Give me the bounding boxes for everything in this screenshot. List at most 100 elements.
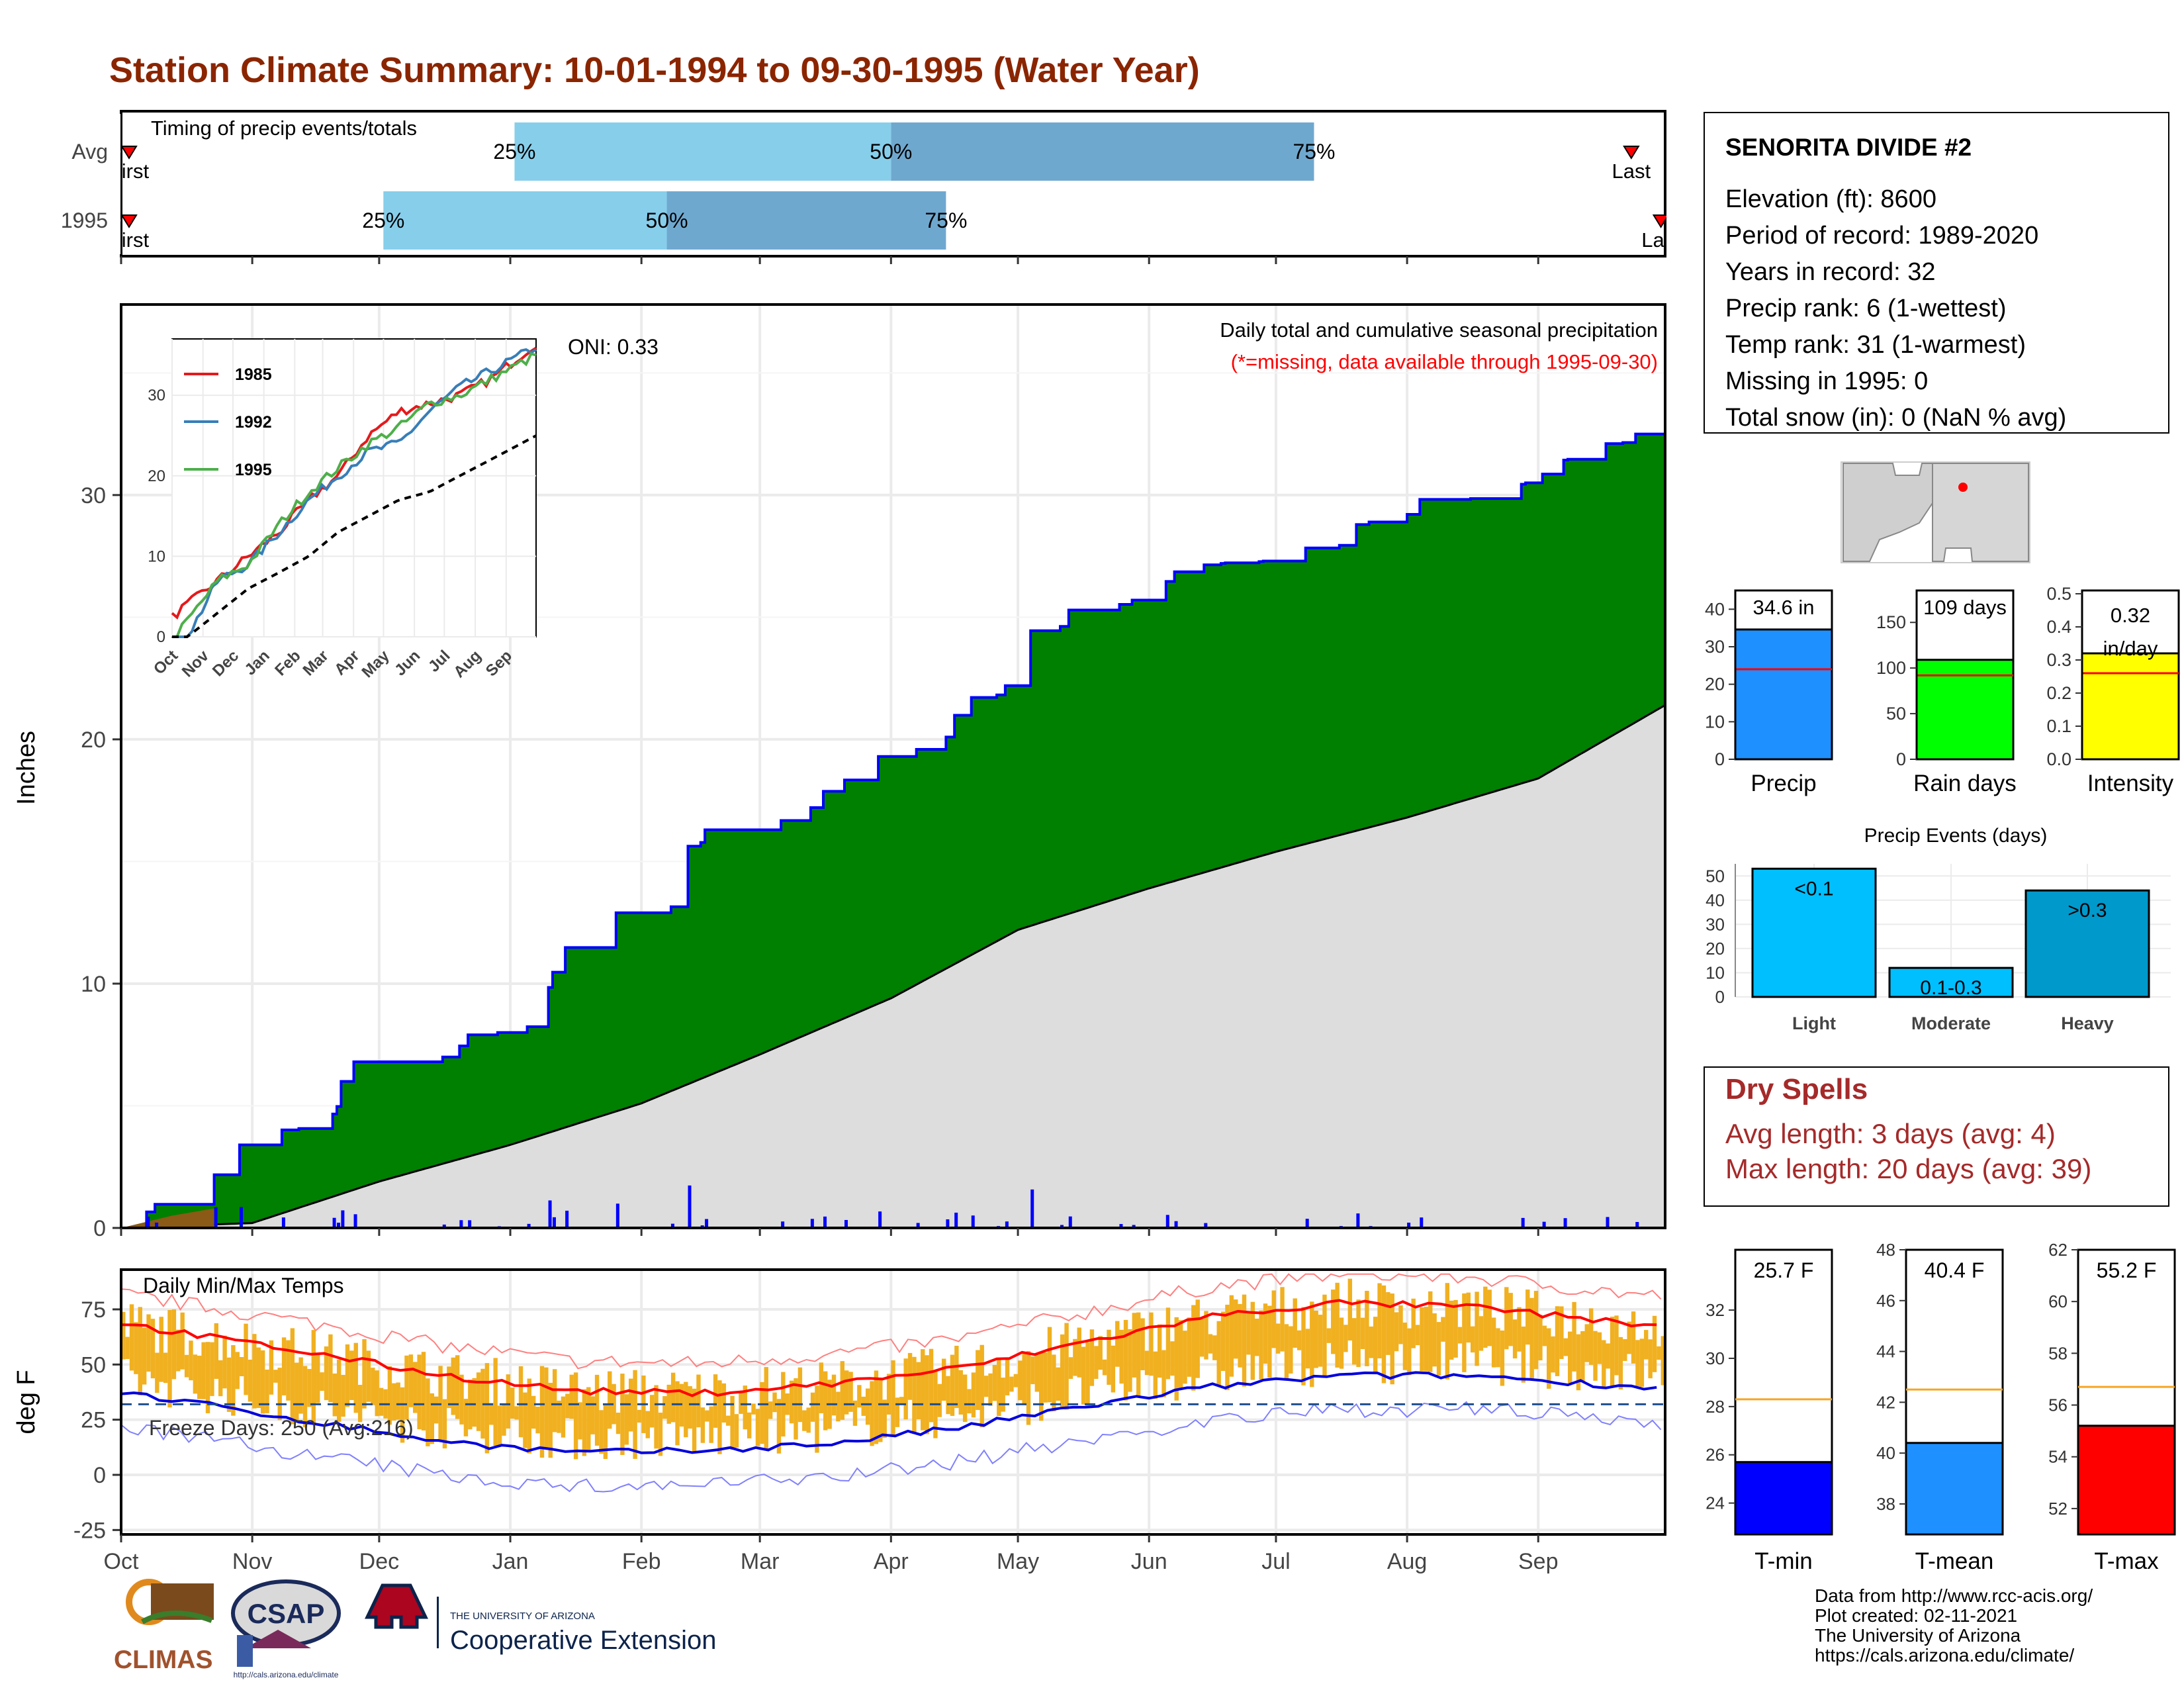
month-tick-label: Apr bbox=[874, 1549, 909, 1574]
daily-temp-bar bbox=[886, 1374, 891, 1415]
daily-precip-bar bbox=[527, 1223, 531, 1228]
climas-wordmark: CLIMAS bbox=[114, 1646, 213, 1674]
daily-temp-bar bbox=[121, 1311, 126, 1360]
daily-temp-bar bbox=[1153, 1351, 1158, 1399]
daily-temp-bar bbox=[1157, 1324, 1162, 1378]
daily-temp-bar bbox=[1001, 1378, 1005, 1412]
daily-temp-bar bbox=[629, 1378, 633, 1432]
daily-precip-bar bbox=[459, 1220, 463, 1228]
daily-temp-bar bbox=[1149, 1312, 1154, 1376]
climas-swoosh bbox=[141, 1611, 213, 1624]
daily-temp-bar bbox=[281, 1337, 287, 1395]
logo-strip: CLIMAS CSAP http://cals.arizona.edu/clim… bbox=[114, 1579, 716, 1679]
daily-precip-bar bbox=[341, 1210, 345, 1228]
daily-temp-bar bbox=[218, 1360, 223, 1397]
station-info-line: Period of record: 1989-2020 bbox=[1725, 222, 2038, 250]
daily-temp-bar bbox=[150, 1319, 156, 1379]
inset-series-line bbox=[172, 348, 537, 638]
daily-temp-bar bbox=[1115, 1321, 1120, 1367]
daily-precip-bar bbox=[823, 1216, 827, 1228]
daily-temp-bar bbox=[146, 1314, 151, 1372]
precip-frame bbox=[120, 303, 1666, 1229]
timing-bar-q3 bbox=[666, 191, 946, 250]
daily-temp-bar bbox=[295, 1362, 299, 1421]
summary-y-tick: 40 bbox=[1705, 599, 1725, 619]
daily-temp-bar bbox=[1538, 1315, 1543, 1361]
daily-temp-bar bbox=[1542, 1325, 1547, 1346]
daily-precip-bar bbox=[1305, 1219, 1309, 1228]
events-bar bbox=[2025, 889, 2150, 998]
daily-temp-bar bbox=[379, 1387, 384, 1416]
timing-bar-q3 bbox=[891, 122, 1314, 181]
inset-legend-label: 1985 bbox=[235, 365, 272, 384]
first-event-marker bbox=[120, 146, 138, 160]
daily-temp-bar bbox=[1644, 1330, 1649, 1360]
daily-temp-bar bbox=[125, 1336, 130, 1360]
daily-temp-bar bbox=[463, 1399, 469, 1436]
average-min-temp-line bbox=[120, 1371, 1657, 1454]
timing-bar-q2 bbox=[514, 122, 891, 181]
events-bar-label: >0.3 bbox=[2068, 900, 2107, 921]
daily-temp-bar bbox=[316, 1352, 320, 1403]
daily-temp-bar bbox=[273, 1370, 278, 1383]
daily-temp-bar bbox=[794, 1378, 798, 1440]
daily-temp-bar bbox=[1623, 1339, 1627, 1361]
daily-temp-bar bbox=[599, 1410, 604, 1454]
month-tick-label: Dec bbox=[359, 1549, 399, 1574]
daily-temp-bar bbox=[912, 1356, 917, 1434]
daily-temp-bar bbox=[1504, 1287, 1509, 1350]
daily-temp-bar bbox=[1073, 1338, 1077, 1376]
daily-temp-bar bbox=[1089, 1329, 1095, 1386]
temp-bar-y-tick: 28 bbox=[1706, 1397, 1725, 1417]
daily-temp-bar bbox=[1411, 1298, 1416, 1348]
temp-bar-y-tick: 44 bbox=[1876, 1342, 1895, 1362]
daily-temp-bar bbox=[971, 1372, 976, 1418]
daily-precip-bar bbox=[548, 1200, 552, 1228]
daily-temp-bar bbox=[899, 1397, 904, 1405]
daily-temp-bar bbox=[907, 1352, 913, 1400]
daily-temp-bar bbox=[1436, 1322, 1441, 1376]
daily-temp-bar bbox=[865, 1388, 870, 1425]
daily-temp-bar bbox=[1529, 1297, 1534, 1380]
temp-bar-y-tick: 42 bbox=[1876, 1392, 1895, 1412]
daily-temp-bar bbox=[1225, 1304, 1230, 1391]
daily-temp-bar bbox=[1639, 1338, 1645, 1387]
daily-temp-bar bbox=[184, 1354, 189, 1378]
daily-temp-bar bbox=[1475, 1291, 1479, 1366]
daily-temp-bar bbox=[1183, 1331, 1187, 1384]
daily-precip-bar bbox=[954, 1212, 958, 1228]
temp-bar-y-tick: 56 bbox=[2048, 1395, 2068, 1415]
temp-bar-y-tick: 26 bbox=[1706, 1445, 1725, 1465]
daily-temp-bar bbox=[569, 1374, 574, 1419]
daily-temp-bar bbox=[1305, 1329, 1310, 1369]
daily-precip-bar bbox=[1005, 1221, 1009, 1228]
daily-temp-bar bbox=[290, 1328, 295, 1425]
daily-temp-bar bbox=[670, 1372, 676, 1423]
daily-temp-bar bbox=[155, 1352, 159, 1393]
daily-temp-bar bbox=[976, 1350, 980, 1411]
daily-temp-bar bbox=[1331, 1289, 1336, 1354]
ua-a-mark bbox=[365, 1583, 428, 1629]
daily-precip-bar bbox=[1407, 1222, 1411, 1228]
daily-temp-bar bbox=[426, 1378, 430, 1446]
daily-temp-bar bbox=[615, 1413, 621, 1434]
daily-temp-bar bbox=[189, 1340, 193, 1381]
daily-temp-bar bbox=[1314, 1310, 1318, 1368]
daily-temp-bar bbox=[1018, 1360, 1023, 1401]
daily-temp-bar bbox=[649, 1395, 655, 1428]
daily-temp-bar bbox=[1339, 1317, 1344, 1369]
daily-temp-bar bbox=[1102, 1359, 1107, 1376]
daily-temp-bar bbox=[1576, 1334, 1581, 1391]
summary-value-label: 0.32 bbox=[2111, 604, 2150, 627]
daily-temp-bar bbox=[1026, 1350, 1031, 1425]
precip-header: Daily total and cumulative seasonal prec… bbox=[1220, 318, 1658, 342]
temperature-y-axis-label: deg F bbox=[13, 1370, 40, 1434]
daily-temp-bar bbox=[417, 1354, 422, 1430]
summary-value-label: 109 days bbox=[1923, 596, 2007, 619]
summary-bar-name: Precip bbox=[1751, 771, 1816, 796]
daily-precip-bar bbox=[1356, 1213, 1360, 1228]
events-bar-label: <0.1 bbox=[1794, 878, 1833, 900]
daily-temp-bar bbox=[1428, 1291, 1433, 1372]
daily-temp-bar bbox=[1496, 1328, 1500, 1368]
